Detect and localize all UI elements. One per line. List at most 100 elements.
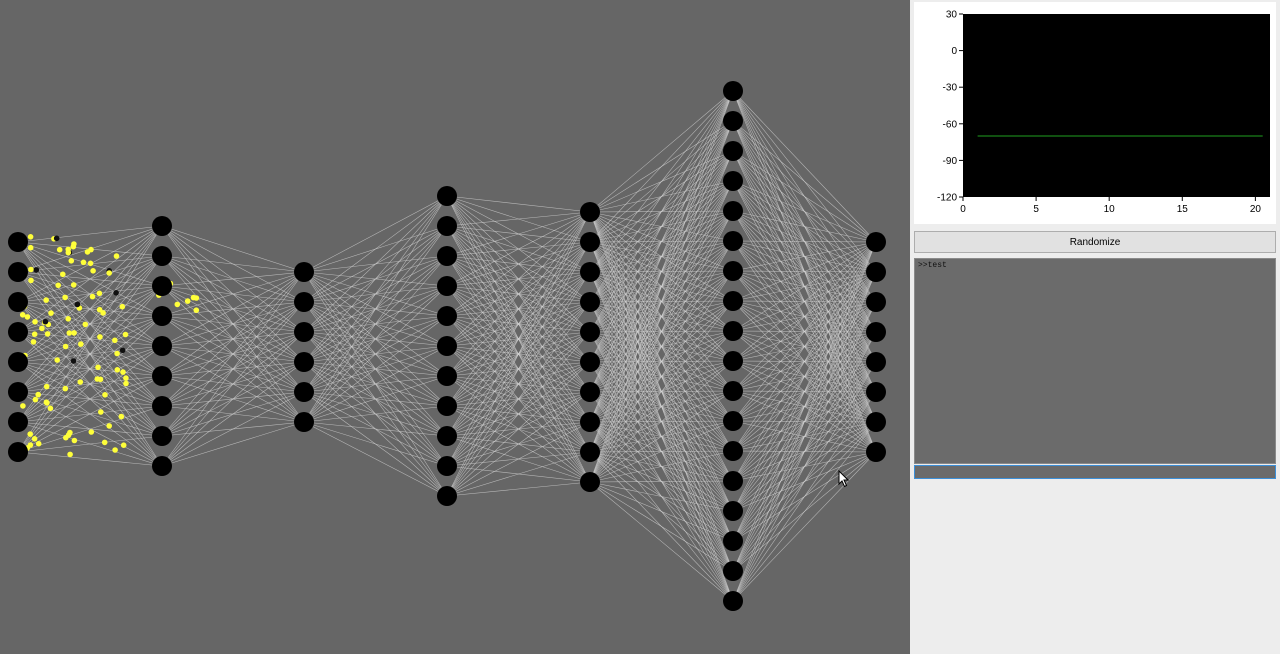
connection-line — [732, 241, 877, 452]
connection-line — [732, 120, 877, 243]
connection-line — [732, 241, 877, 422]
console-input[interactable] — [914, 465, 1276, 479]
connection-line — [303, 315, 448, 423]
neuron-node — [152, 366, 172, 386]
neuron-node — [866, 352, 886, 372]
connection-line — [303, 195, 448, 333]
neuron-node — [437, 306, 457, 326]
particle — [30, 339, 37, 345]
particle — [39, 325, 45, 332]
particle — [101, 439, 108, 446]
y-tick-label: -90 — [943, 156, 958, 167]
particle — [24, 314, 31, 320]
connection-line — [446, 211, 591, 227]
connection-line — [303, 285, 448, 423]
connection-line — [446, 211, 591, 317]
neuron-node — [866, 292, 886, 312]
neuron-node — [866, 442, 886, 462]
particle — [27, 244, 34, 251]
particle — [98, 409, 104, 415]
network-canvas[interactable] — [0, 0, 910, 654]
connection-line — [17, 405, 163, 453]
neuron-node — [580, 322, 600, 342]
connection-line — [17, 345, 163, 453]
particle — [84, 249, 91, 255]
connection-line — [732, 241, 877, 362]
connection-line — [589, 90, 734, 303]
connection-line — [17, 225, 163, 333]
particle — [120, 442, 127, 449]
neuron-node — [437, 336, 457, 356]
neuron-node — [723, 201, 743, 221]
particle — [82, 321, 89, 328]
particle — [77, 379, 84, 385]
connection-line — [732, 240, 877, 243]
connection-line — [446, 211, 591, 287]
x-tick-label: 15 — [1177, 204, 1189, 215]
connection-line — [589, 240, 734, 483]
particle — [35, 440, 42, 447]
neuron-node — [152, 426, 172, 446]
connection-line — [161, 271, 305, 287]
particle — [68, 258, 75, 264]
particle — [43, 383, 50, 390]
neuron-node — [580, 472, 600, 492]
neuron-node — [152, 306, 172, 326]
particle — [56, 246, 63, 253]
neuron-node — [437, 426, 457, 446]
connection-line — [17, 255, 163, 453]
particle — [55, 282, 61, 289]
y-axis: 30 0 -30 -60 -90 -120 — [937, 10, 963, 204]
connection-line — [732, 180, 877, 243]
neuron-node — [723, 81, 743, 101]
connection-line — [589, 90, 734, 483]
particles — [19, 234, 200, 458]
neuron-node — [723, 531, 743, 551]
x-axis: 0 5 10 15 20 — [960, 197, 1261, 215]
particle — [106, 423, 112, 429]
connection-line — [446, 211, 591, 497]
connection-line — [303, 255, 448, 423]
neuron-node — [723, 471, 743, 491]
connection-line — [589, 90, 734, 213]
connection-line — [732, 241, 877, 332]
particle — [112, 447, 118, 453]
particle — [66, 330, 73, 336]
connection-line — [303, 405, 448, 423]
particle — [54, 357, 60, 363]
particle — [65, 316, 71, 322]
connection-line — [303, 421, 448, 497]
neuron-node — [152, 396, 172, 416]
connection-line — [589, 180, 734, 483]
connection-line — [161, 271, 305, 377]
neuron-node — [866, 382, 886, 402]
connection-line — [446, 211, 591, 377]
neuron-node — [723, 351, 743, 371]
particle — [70, 282, 77, 288]
console-output[interactable]: >>test — [914, 258, 1276, 464]
error-chart: 30 0 -30 -60 -90 -120 0 5 10 15 20 — [914, 2, 1276, 224]
connection-line — [732, 241, 877, 602]
particle — [184, 298, 191, 304]
connection-line — [589, 90, 734, 423]
particle — [27, 431, 33, 437]
neuron-node — [723, 591, 743, 611]
particle — [19, 312, 26, 318]
neuron-node — [580, 202, 600, 222]
particle — [62, 294, 68, 301]
particle — [48, 310, 54, 316]
y-tick-label: 30 — [946, 10, 958, 21]
connection-line — [303, 195, 448, 393]
connection-line — [732, 241, 877, 542]
randomize-button[interactable]: Randomize — [914, 231, 1276, 253]
particle — [94, 376, 101, 382]
connection-line — [589, 150, 734, 483]
particle — [33, 267, 40, 273]
neuron-node — [437, 456, 457, 476]
connection-line — [446, 361, 591, 497]
particle — [65, 246, 71, 253]
connection-line — [589, 481, 734, 542]
neuron-node — [723, 411, 743, 431]
neuron-node — [8, 262, 28, 282]
neuron-node — [8, 322, 28, 342]
